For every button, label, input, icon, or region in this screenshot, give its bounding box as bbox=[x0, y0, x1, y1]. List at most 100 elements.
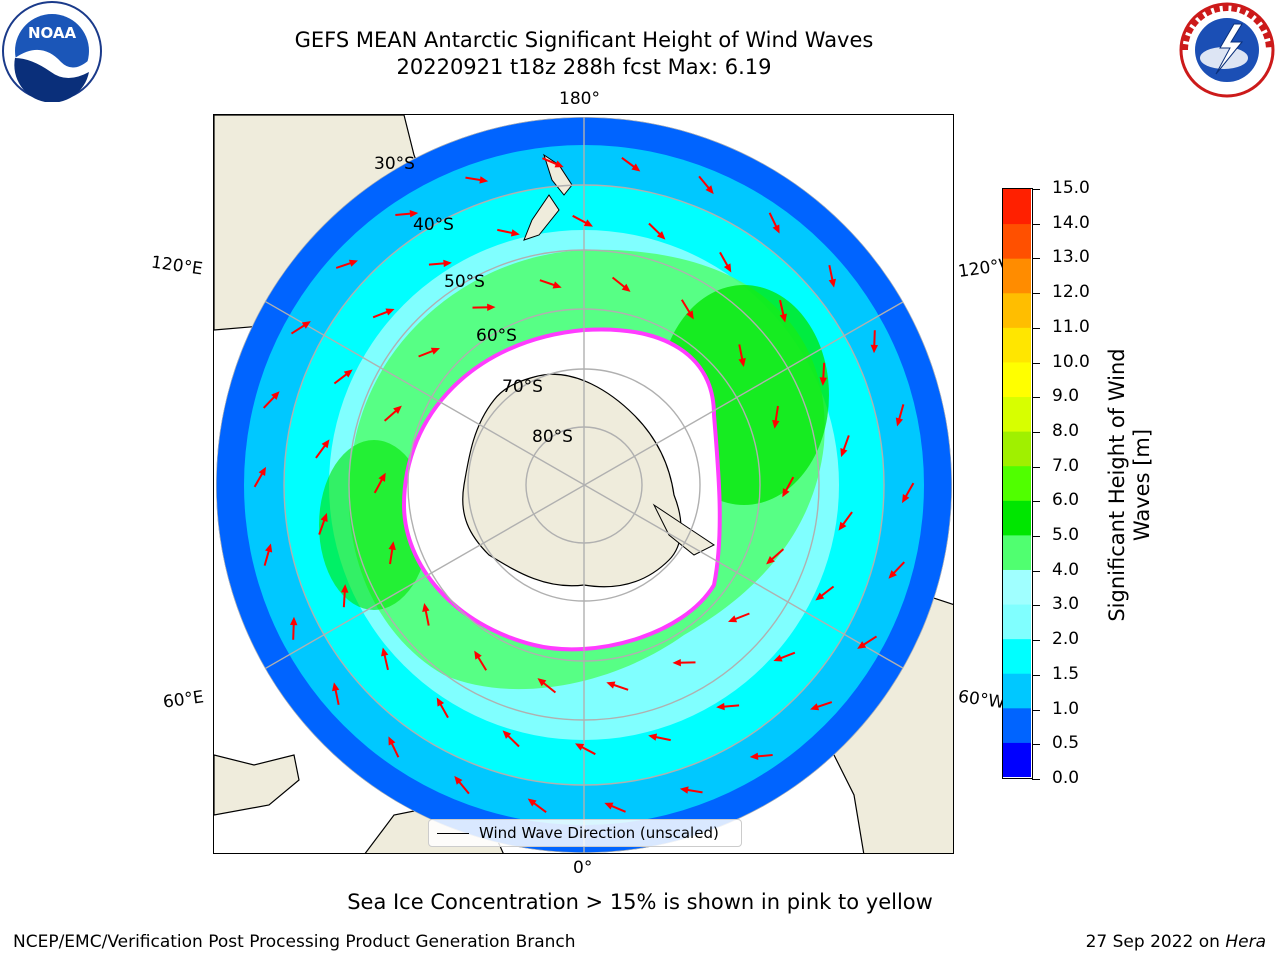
colorbar-swatches bbox=[1003, 189, 1031, 777]
colorbar-tick-mark bbox=[1032, 709, 1040, 711]
wave-direction-arrow bbox=[768, 212, 780, 234]
wave-direction-arrow bbox=[749, 752, 773, 761]
colorbar-swatch bbox=[1003, 638, 1031, 674]
wave-direction-arrow bbox=[315, 439, 330, 459]
colorbar-tick-mark bbox=[1032, 640, 1040, 642]
wave-direction-arrow bbox=[611, 276, 631, 292]
wave-direction-arrow bbox=[828, 264, 836, 288]
wave-direction-arrow bbox=[428, 259, 452, 268]
polar-map: 30°S 40°S 50°S 60°S 70°S 80°S Wind Wave … bbox=[213, 114, 954, 854]
wave-direction-arrow bbox=[604, 802, 626, 813]
wave-direction-arrow bbox=[502, 730, 520, 748]
nws-logo bbox=[1179, 2, 1275, 98]
lat-label-70s: 70°S bbox=[502, 377, 543, 397]
antarctic-peninsula bbox=[652, 503, 715, 556]
wave-direction-arrow bbox=[497, 228, 520, 237]
colorbar-tick-mark bbox=[1032, 258, 1040, 260]
colorbar-swatch bbox=[1003, 258, 1031, 294]
colorbar-tick-label: 13.0 bbox=[1052, 247, 1090, 268]
wave-direction-arrow bbox=[857, 635, 878, 649]
wave-direction-arrow bbox=[422, 603, 430, 626]
colorbar-tick-label: 1.5 bbox=[1052, 663, 1080, 684]
wave-direction-arrow bbox=[648, 733, 671, 742]
wave-direction-arrow bbox=[388, 541, 396, 565]
colorbar-tick-label: 14.0 bbox=[1052, 212, 1090, 233]
wave-direction-arrow bbox=[318, 512, 328, 535]
wave-direction-arrow bbox=[679, 786, 703, 794]
lon-label-60e: 60°E bbox=[161, 687, 206, 713]
colorbar-tick-mark bbox=[1032, 223, 1040, 225]
colorbar-tick-label: 4.0 bbox=[1052, 559, 1080, 580]
lon-label-0: 0° bbox=[573, 858, 593, 878]
wave-direction-arrow bbox=[262, 391, 280, 409]
colorbar-tick-label: 0.5 bbox=[1052, 733, 1080, 754]
wave-direction-arrow bbox=[290, 321, 311, 335]
lat-label-30s: 30°S bbox=[374, 154, 415, 174]
colorbar-swatch bbox=[1003, 707, 1031, 743]
colorbar-tick-label: 0.0 bbox=[1052, 768, 1080, 788]
wave-direction-arrow bbox=[766, 548, 785, 565]
map-legend: Wind Wave Direction (unscaled) bbox=[428, 819, 742, 847]
noaa-logo-text: NOAA bbox=[28, 24, 77, 42]
colorbar-tick-label: 6.0 bbox=[1052, 490, 1080, 511]
new-zealand-south bbox=[523, 194, 560, 241]
wave-direction-arrow bbox=[436, 697, 449, 719]
colorbar-tick-label: 3.0 bbox=[1052, 594, 1080, 615]
wave-direction-arrow bbox=[472, 303, 496, 312]
colorbar-tick-mark bbox=[1032, 536, 1040, 538]
colorbar-tick-mark bbox=[1032, 466, 1040, 468]
wave-direction-arrow bbox=[698, 175, 714, 195]
wave-direction-arrow bbox=[888, 561, 906, 579]
footer-date: 27 Sep 2022 on Hera bbox=[1086, 932, 1266, 952]
wave-direction-arrow bbox=[332, 682, 340, 706]
wave-direction-arrow bbox=[575, 743, 596, 756]
footer-date-text: 27 Sep 2022 on bbox=[1085, 932, 1226, 952]
colorbar-tick-mark bbox=[1032, 397, 1040, 399]
colorbar-tick-label: 8.0 bbox=[1052, 420, 1080, 441]
wave-direction-arrow bbox=[474, 650, 488, 671]
lon-label-180: 180° bbox=[559, 89, 600, 109]
wave-direction-arrow bbox=[819, 362, 828, 386]
colorbar-label-line1: Significant Height of Wind bbox=[1105, 348, 1129, 622]
wave-direction-arrow bbox=[810, 701, 833, 711]
wave-direction-arrow bbox=[418, 347, 440, 358]
wave-direction-arrow bbox=[373, 472, 386, 494]
wave-direction-arrow bbox=[527, 798, 547, 814]
colorbar-tick-label: 12.0 bbox=[1052, 282, 1090, 303]
lat-label-50s: 50°S bbox=[444, 272, 485, 292]
lon-label-120e: 120°E bbox=[149, 252, 204, 280]
wave-direction-arrow bbox=[779, 299, 787, 323]
wave-direction-arrow bbox=[606, 681, 629, 691]
wave-direction-arrow bbox=[648, 222, 666, 240]
wave-direction-arrow bbox=[253, 466, 266, 488]
wind-wave-arrows bbox=[253, 156, 915, 814]
colorbar-tick-mark bbox=[1032, 674, 1040, 676]
chart-title: GEFS MEAN Antarctic Significant Height o… bbox=[294, 28, 874, 52]
colorbar-swatch bbox=[1003, 292, 1031, 328]
colorbar-tick-label: 2.0 bbox=[1052, 629, 1080, 650]
wave-direction-arrow bbox=[542, 157, 564, 168]
colorbar-swatch bbox=[1003, 396, 1031, 432]
wave-direction-arrow bbox=[815, 585, 835, 601]
colorbar-tick-mark bbox=[1032, 431, 1040, 433]
map-canvas: 30°S 40°S 50°S 60°S 70°S 80°S bbox=[214, 115, 953, 853]
lat-labels: 30°S 40°S 50°S 60°S 70°S 80°S bbox=[374, 154, 573, 447]
legend-label: Wind Wave Direction (unscaled) bbox=[479, 824, 719, 842]
wave-direction-arrow bbox=[340, 584, 349, 608]
wave-direction-arrow bbox=[372, 308, 395, 319]
wave-direction-arrow bbox=[728, 612, 750, 623]
wave-direction-arrow bbox=[333, 369, 353, 385]
wave-direction-arrow bbox=[388, 736, 400, 758]
wave-direction-arrow bbox=[335, 259, 358, 269]
wave-direction-arrow bbox=[395, 209, 419, 218]
meridian-60e-120w bbox=[216, 271, 952, 699]
wave-direction-arrow bbox=[680, 299, 694, 320]
wave-direction-arrow bbox=[719, 251, 732, 273]
lon-label-60w: 60°W bbox=[956, 686, 1007, 714]
wave-direction-arrow bbox=[782, 476, 795, 498]
wave-direction-arrow bbox=[383, 405, 402, 422]
lat-label-60s: 60°S bbox=[476, 326, 517, 346]
lat-label-80s: 80°S bbox=[532, 427, 573, 447]
colorbar-swatch bbox=[1003, 431, 1031, 467]
sea-ice-note: Sea Ice Concentration > 15% is shown in … bbox=[347, 890, 933, 914]
